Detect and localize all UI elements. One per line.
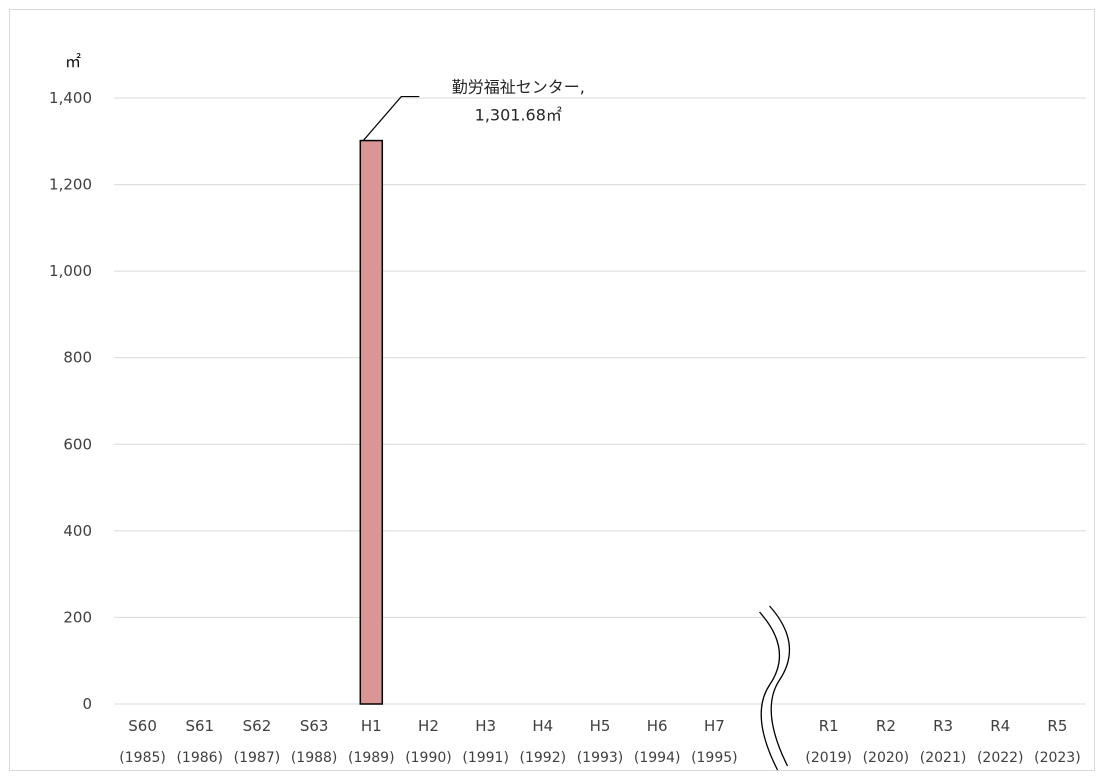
x-tick-label: H3 (475, 717, 496, 735)
x-tick-year-label: (2021) (920, 750, 967, 766)
x-tick-year-label: (2020) (863, 750, 910, 766)
bar (359, 139, 384, 705)
x-tick-label: R1 (819, 717, 839, 735)
x-tick-label: R5 (1047, 717, 1067, 735)
x-tick-label: H4 (532, 717, 553, 735)
x-tick-year-label: (1993) (577, 750, 624, 766)
y-axis-ticks: 0 200 400 600 800 1,000 1,200 1,400 (49, 89, 92, 713)
x-tick-year-label: (1994) (634, 750, 681, 766)
annotation-layer: 勤労福祉センター, 1,301.68㎡ (362, 78, 585, 141)
x-tick-year-label: (1995) (691, 750, 738, 766)
axis-break-line (769, 605, 791, 767)
x-tick-year-label: (2022) (977, 750, 1024, 766)
x-tick-label: H7 (704, 717, 725, 735)
y-axis-unit-label: ㎡ (65, 52, 81, 71)
annotation-label-name: 勤労福祉センター, (452, 78, 585, 97)
x-tick-label: H1 (361, 717, 382, 735)
x-tick-label: S62 (243, 717, 272, 735)
y-tick-label: 800 (63, 349, 92, 367)
axis-break-line (759, 611, 781, 771)
x-tick-label: H2 (418, 717, 439, 735)
x-tick-label: S63 (300, 717, 329, 735)
x-tick-year-label: (2023) (1034, 750, 1081, 766)
x-tick-year-label: (1987) (234, 750, 281, 766)
x-tick-year-label: (1990) (405, 750, 452, 766)
grid-layer (114, 97, 1086, 705)
x-tick-year-label: (1988) (291, 750, 338, 766)
y-tick-label: 1,200 (49, 176, 92, 194)
x-tick-year-label: (1985) (119, 750, 166, 766)
x-tick-year-label: (2019) (805, 750, 852, 766)
x-tick-label: H6 (647, 717, 668, 735)
x-tick-label: R4 (990, 717, 1010, 735)
y-tick-label: 200 (63, 608, 92, 626)
x-tick-label: R2 (876, 717, 896, 735)
y-tick-label: 0 (82, 695, 92, 713)
x-tick-year-label: (1989) (348, 750, 395, 766)
x-axis-labels: S60 (1985) S61 (1986) S62 (1987) S63 (1988) H1 (1… (119, 717, 1080, 766)
x-tick-label: S61 (185, 717, 214, 735)
y-tick-label: 1,000 (49, 262, 92, 280)
annotation-leader-line (362, 95, 420, 141)
x-tick-label: S60 (128, 717, 157, 735)
bar-layer (359, 139, 384, 705)
y-tick-label: 1,400 (49, 89, 92, 107)
x-tick-year-label: (1992) (520, 750, 567, 766)
chart-frame (9, 9, 1095, 771)
x-tick-year-label: (1986) (176, 750, 223, 766)
x-tick-label: R3 (933, 717, 953, 735)
axis-break-fill (759, 606, 790, 770)
y-tick-label: 600 (63, 435, 92, 453)
x-tick-year-label: (1991) (462, 750, 509, 766)
annotation-label-value: 1,301.68㎡ (475, 106, 562, 125)
y-tick-label: 400 (63, 522, 92, 540)
x-tick-label: H5 (590, 717, 611, 735)
axis-break-layer (759, 605, 791, 771)
